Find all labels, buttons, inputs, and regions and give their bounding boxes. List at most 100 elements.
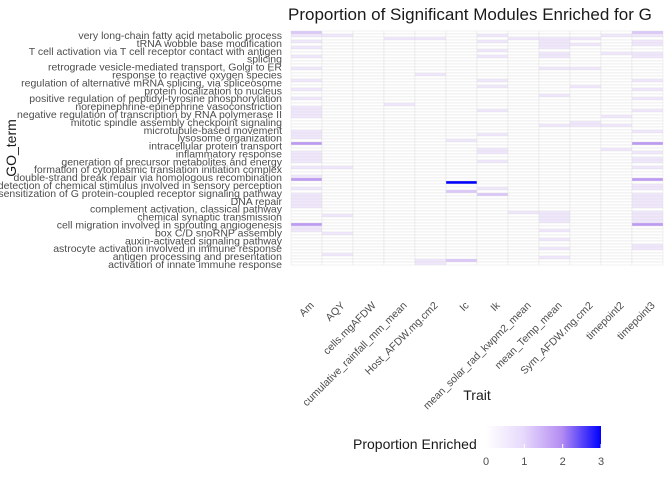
heatmap-cell xyxy=(290,84,323,89)
heatmap-cell xyxy=(383,186,416,191)
heatmap-cell xyxy=(631,132,664,137)
heatmap-cell xyxy=(476,174,509,179)
heatmap-cell xyxy=(321,129,354,134)
heatmap-cell xyxy=(383,126,416,131)
heatmap-cell xyxy=(321,198,354,203)
heatmap-cell xyxy=(538,63,571,68)
heatmap-cell xyxy=(507,171,540,176)
heatmap-cell xyxy=(476,258,509,263)
heatmap-cell xyxy=(321,30,354,35)
heatmap-cell xyxy=(600,57,633,62)
heatmap-cell xyxy=(600,81,633,86)
heatmap-cell xyxy=(569,261,602,266)
heatmap-cell xyxy=(507,222,540,227)
heatmap-cell xyxy=(321,186,354,191)
heatmap-cell xyxy=(383,204,416,209)
heatmap-cell xyxy=(445,252,478,257)
heatmap-cell xyxy=(321,81,354,86)
heatmap-cell xyxy=(507,249,540,254)
heatmap-cell xyxy=(600,222,633,227)
heatmap-cell xyxy=(538,186,571,191)
heatmap-cell xyxy=(569,222,602,227)
heatmap-cell xyxy=(352,42,385,47)
legend-ticks: 0 1 2 3 xyxy=(483,444,604,468)
heatmap-cell xyxy=(600,30,633,35)
y-tick-label: mitotic spindle assembly checkpoint sign… xyxy=(71,117,282,129)
heatmap-cell xyxy=(538,162,571,167)
heatmap-cell xyxy=(538,150,571,155)
heatmap-cell xyxy=(414,96,447,101)
heatmap-cell xyxy=(321,84,354,89)
heatmap-cell xyxy=(352,150,385,155)
heatmap-cell xyxy=(321,234,354,239)
heatmap-cell xyxy=(445,234,478,239)
heatmap-cell xyxy=(538,75,571,80)
heatmap-cell xyxy=(290,156,323,161)
heatmap-cell xyxy=(352,174,385,179)
heatmap-cell xyxy=(538,126,571,131)
heatmap-cell xyxy=(352,183,385,188)
heatmap-cell xyxy=(507,39,540,44)
heatmap-cell xyxy=(631,243,664,248)
heatmap-cell xyxy=(290,78,323,83)
heatmap-cell xyxy=(414,189,447,194)
heatmap-cell xyxy=(476,168,509,173)
heatmap-cell xyxy=(569,138,602,143)
heatmap-cell xyxy=(321,180,354,185)
heatmap-cell xyxy=(600,183,633,188)
heatmap-cell xyxy=(476,60,509,65)
heatmap-cell xyxy=(538,195,571,200)
heatmap-cell xyxy=(290,150,323,155)
heatmap-cell xyxy=(631,108,664,113)
heatmap-cell xyxy=(445,117,478,122)
heatmap-cell xyxy=(352,105,385,110)
heatmap-cell xyxy=(445,222,478,227)
heatmap-cell xyxy=(290,66,323,71)
heatmap-cell xyxy=(569,177,602,182)
heatmap-cell xyxy=(383,216,416,221)
heatmap-cell xyxy=(445,186,478,191)
heatmap-cell xyxy=(383,93,416,98)
heatmap-cell xyxy=(538,93,571,98)
heatmap-cell xyxy=(476,195,509,200)
heatmap-cell xyxy=(383,249,416,254)
heatmap-cell xyxy=(290,180,323,185)
heatmap-cell xyxy=(600,243,633,248)
heatmap-cell xyxy=(507,231,540,236)
heatmap-cell xyxy=(383,213,416,218)
heatmap-cell xyxy=(321,192,354,197)
heatmap-cell xyxy=(445,210,478,215)
heatmap-cell xyxy=(507,138,540,143)
heatmap-cell xyxy=(290,159,323,164)
heatmap-cell xyxy=(383,135,416,140)
heatmap-cell xyxy=(321,54,354,59)
heatmap-cell xyxy=(321,162,354,167)
heatmap-cell xyxy=(290,231,323,236)
heatmap-cell xyxy=(352,114,385,119)
heatmap-cell xyxy=(507,153,540,158)
heatmap-cell xyxy=(383,153,416,158)
y-tick-label: response to reactive oxygen species xyxy=(112,69,282,81)
heatmap-cell xyxy=(569,30,602,35)
heatmap-cell xyxy=(476,93,509,98)
heatmap-cell xyxy=(352,216,385,221)
heatmap-cell xyxy=(290,186,323,191)
legend-tick-label: 0 xyxy=(483,456,489,468)
heatmap-cell xyxy=(600,255,633,260)
heatmap-cell xyxy=(538,183,571,188)
heatmap-cell xyxy=(383,48,416,53)
heatmap-cell xyxy=(476,234,509,239)
heatmap-cell xyxy=(352,63,385,68)
heatmap-cell xyxy=(631,165,664,170)
y-tick-label: auxin-activated signaling pathway xyxy=(125,235,283,247)
heatmap-cell xyxy=(321,147,354,152)
heatmap-cell xyxy=(321,189,354,194)
heatmap-cell xyxy=(507,135,540,140)
heatmap-cell xyxy=(631,222,664,227)
heatmap-cell xyxy=(383,72,416,77)
heatmap-cell xyxy=(352,75,385,80)
y-tick-label: T cell activation via T cell receptor co… xyxy=(29,46,282,58)
heatmap-cell xyxy=(600,135,633,140)
heatmap-cell xyxy=(476,192,509,197)
heatmap-cell xyxy=(569,120,602,125)
